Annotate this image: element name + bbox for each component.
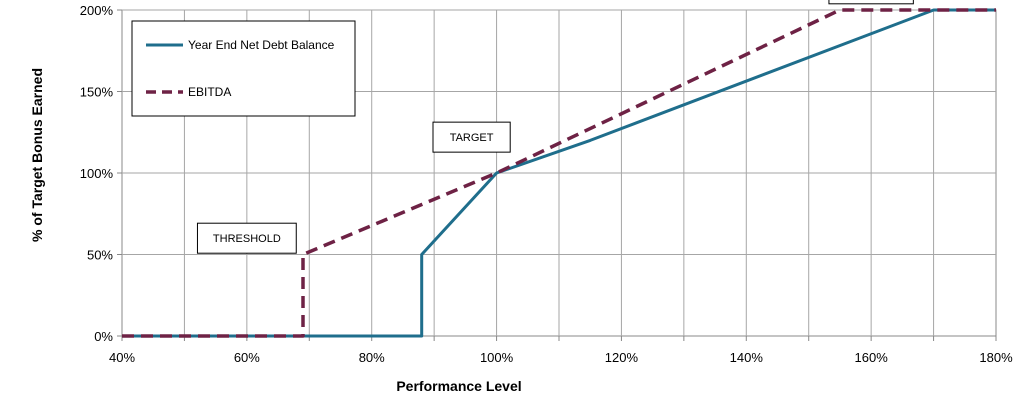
- x-axis-title: Performance Level: [396, 378, 521, 394]
- legend: Year End Net Debt Balance EBITDA: [131, 20, 356, 117]
- annotation-label: THRESHOLD: [213, 233, 281, 245]
- series-line-net-debt: [122, 8, 996, 338]
- legend-label-ebitda: EBITDA: [188, 85, 231, 99]
- legend-label-net-debt: Year End Net Debt Balance: [188, 38, 335, 52]
- y-tick-label: 200%: [80, 3, 114, 18]
- x-tick-label: 80%: [359, 350, 385, 365]
- annotation-box: [196, 222, 297, 254]
- x-tick-label: 120%: [605, 350, 639, 365]
- y-axis-ticks: 0% 50% 100% 150% 200%: [80, 3, 122, 344]
- annotation-box: [828, 0, 914, 5]
- series-lines: [122, 8, 996, 338]
- legend-box: [131, 20, 356, 117]
- x-tick-label: 40%: [109, 350, 135, 365]
- y-tick-label: 50%: [87, 248, 113, 263]
- annotation-threshold: THRESHOLD: [196, 222, 297, 254]
- series-line-ebitda: [122, 8, 996, 338]
- y-tick-label: 150%: [80, 85, 114, 100]
- y-axis-title: % of Target Bonus Earned: [29, 68, 45, 242]
- annotation-label: TARGET: [450, 132, 494, 144]
- annotation-box: [432, 121, 511, 153]
- x-tick-label: 180%: [979, 350, 1013, 365]
- x-tick-label: 160%: [855, 350, 889, 365]
- annotations: THRESHOLD TARGET MAXIMUM: [196, 0, 914, 254]
- annotation-target: TARGET: [432, 121, 511, 153]
- annotation-maximum: MAXIMUM: [828, 0, 914, 5]
- y-tick-label: 100%: [80, 166, 114, 181]
- gridlines: [122, 9, 996, 336]
- y-tick-label: 0%: [94, 329, 113, 344]
- x-tick-label: 140%: [730, 350, 764, 365]
- x-axis-ticks: 40% 60% 80% 100% 120% 140% 160% 180%: [109, 336, 1013, 365]
- x-tick-label: 60%: [234, 350, 260, 365]
- x-tick-label: 100%: [480, 350, 514, 365]
